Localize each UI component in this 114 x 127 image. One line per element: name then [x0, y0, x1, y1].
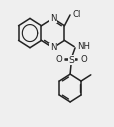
Text: O: O	[80, 55, 86, 64]
Text: Cl: Cl	[71, 10, 80, 19]
Text: NH: NH	[76, 42, 89, 51]
Text: N: N	[49, 14, 56, 23]
Text: S: S	[68, 56, 74, 65]
Text: O: O	[55, 55, 62, 64]
Text: N: N	[49, 43, 56, 52]
